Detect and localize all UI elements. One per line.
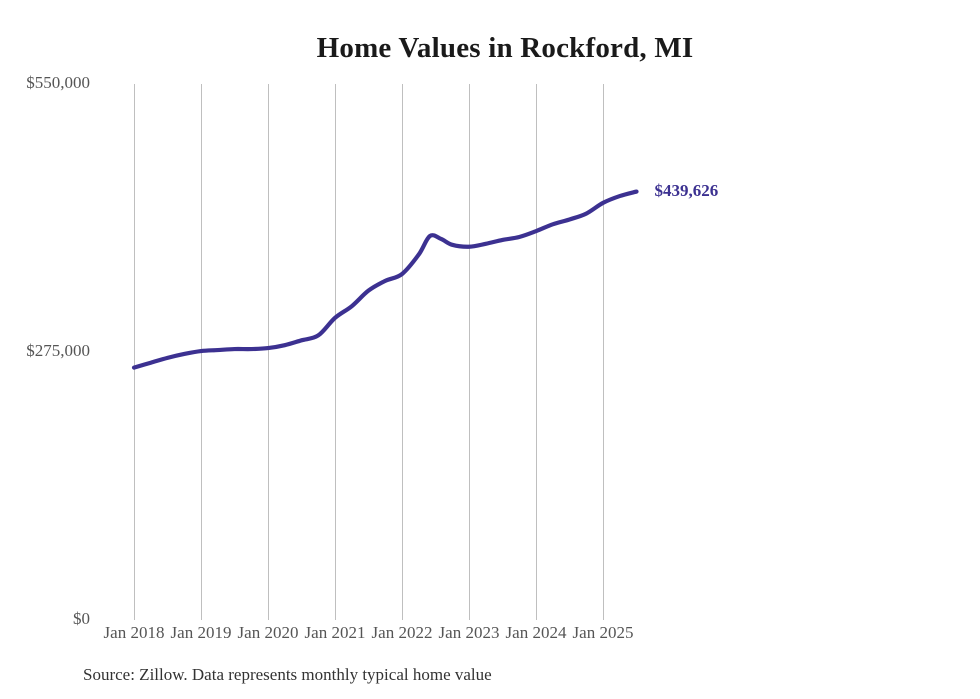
x-axis-tick-label: Jan 2024	[505, 623, 567, 642]
x-axis-tick-label: Jan 2018	[103, 623, 165, 642]
x-axis-tick-label: Jan 2019	[170, 623, 232, 642]
end-point-value-label: $439,626	[654, 180, 719, 200]
home-value-line	[131, 189, 639, 370]
x-axis-tick-label: Jan 2022	[371, 623, 433, 642]
page-title: Home Values in Rockford, MI	[316, 32, 694, 64]
x-axis-tick-label: Jan 2021	[304, 623, 366, 642]
y-axis-tick-label: $275,000	[26, 341, 90, 360]
x-axis-tick-label: Jan 2020	[237, 623, 299, 642]
x-axis-tick-label: Jan 2023	[438, 623, 500, 642]
source-note: Source: Zillow. Data represents monthly …	[83, 665, 492, 684]
y-axis-tick-label: $550,000	[26, 73, 90, 92]
y-axis-tick-label: $0	[73, 609, 90, 628]
x-axis-tick-label: Jan 2025	[572, 623, 634, 642]
